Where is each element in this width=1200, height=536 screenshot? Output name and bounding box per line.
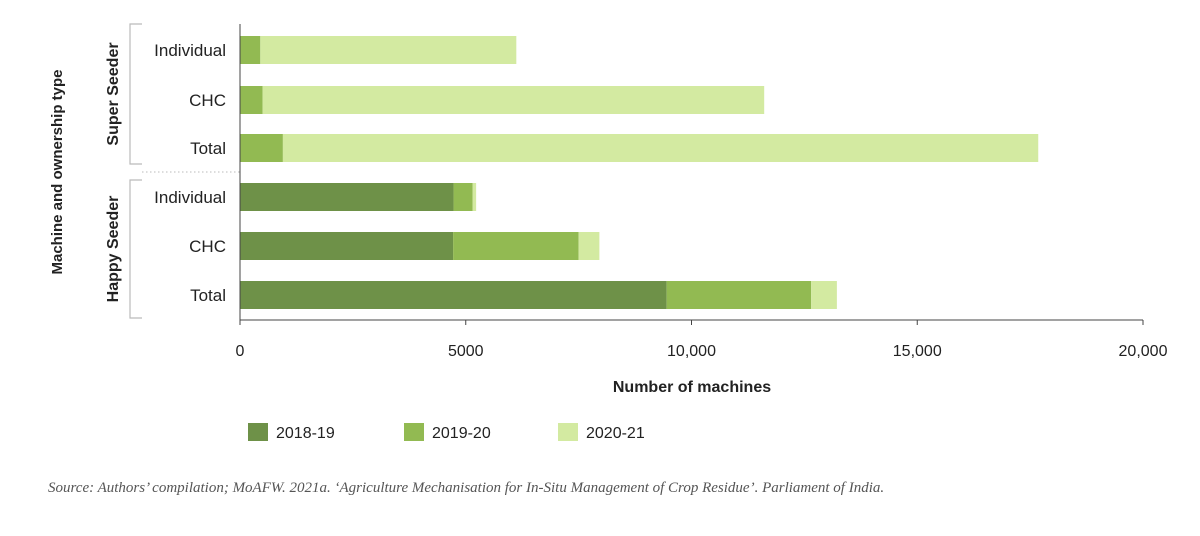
group-label: Happy Seeder (105, 196, 122, 303)
category-label: Individual (154, 41, 226, 60)
bar-segment-2020-21-4 (472, 183, 477, 211)
bar-segment-2019-20-3 (240, 134, 283, 162)
x-tick-label: 10,000 (667, 343, 716, 360)
legend: 2018-19 2019-20 2020-21 (248, 423, 645, 442)
bar-segment-2019-20-4 (453, 183, 473, 211)
legend-label: 2018-19 (276, 425, 335, 442)
stacked-bar-chart: Machine and ownership type Number of mac… (49, 23, 1168, 442)
category-label: CHC (189, 237, 226, 256)
legend-swatch (248, 423, 268, 441)
category-label: CHC (189, 91, 226, 110)
group-bracket (129, 23, 142, 165)
bar-segment-2018-19-6 (240, 281, 667, 309)
axes (239, 24, 1144, 325)
category-label: Individual (154, 188, 226, 207)
bar-segment-2020-21-1 (260, 36, 517, 64)
bar-segment-2019-20-5 (453, 232, 579, 260)
legend-swatch (558, 423, 578, 441)
category-labels: Individual CHC Total Individual CHC Total (154, 41, 226, 305)
bar-segment-2019-20-2 (240, 86, 263, 114)
bar-segment-2020-21-5 (578, 232, 600, 260)
bar-segment-2020-21-6 (811, 281, 837, 309)
bar-segment-2020-21-3 (282, 134, 1039, 162)
x-tick-labels: 0 5000 10,000 15,000 20,000 (236, 343, 1168, 360)
bar-segment-2018-19-5 (240, 232, 454, 260)
category-label: Total (190, 286, 226, 305)
x-tick-label: 15,000 (893, 343, 942, 360)
x-tick-label: 5000 (448, 343, 484, 360)
bar-segment-2020-21-2 (262, 86, 765, 114)
bar-segment-2018-19-4 (240, 183, 454, 211)
x-tick-label: 20,000 (1119, 343, 1168, 360)
group-bracket (129, 179, 142, 319)
group-labels: Super Seeder Happy Seeder (105, 42, 122, 302)
legend-label: 2020-21 (586, 425, 645, 442)
category-label: Total (190, 139, 226, 158)
x-axis-title: Number of machines (613, 379, 771, 396)
bars (240, 36, 1039, 309)
legend-label: 2019-20 (432, 425, 491, 442)
y-axis-title: Machine and ownership type (49, 69, 66, 274)
source-note: Source: Authors’ compilation; MoAFW. 202… (48, 480, 885, 496)
group-brackets (129, 23, 240, 319)
group-label: Super Seeder (105, 42, 122, 145)
legend-swatch (404, 423, 424, 441)
x-tick-label: 0 (236, 343, 245, 360)
bar-segment-2019-20-6 (666, 281, 812, 309)
bar-segment-2019-20-1 (240, 36, 261, 64)
